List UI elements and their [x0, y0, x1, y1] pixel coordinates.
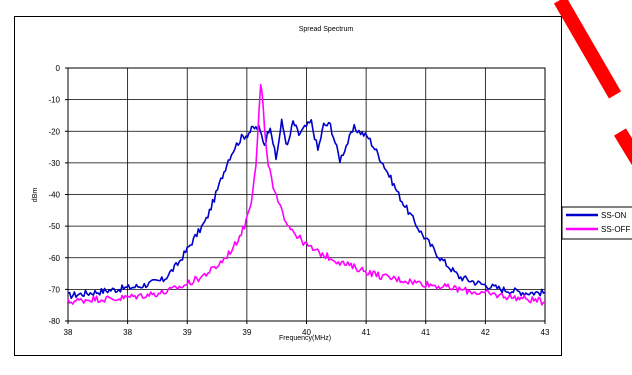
y-tick-label: -40: [48, 191, 60, 200]
x-axis-label: Frequency(MHz): [279, 335, 331, 342]
legend-box: [561, 206, 632, 240]
y-tick-label: -50: [48, 222, 60, 231]
series-line-ss-off: [67, 83, 546, 306]
x-tick-label: 40: [302, 328, 311, 337]
series-layer: [67, 83, 546, 306]
series-line-ss-on: [67, 118, 546, 300]
x-tick-label: 41: [421, 328, 430, 337]
x-tick-label: 39: [242, 328, 251, 337]
x-tick-label: 42: [481, 328, 490, 337]
ticks-layer: 38 38 39 39 40 41 41 42 43 0 -10 -20 -30 -40 -50 -60 -70…: [48, 64, 550, 337]
y-tick-label: 0: [56, 64, 61, 73]
chart-title: Spread Spectrum: [299, 26, 354, 33]
x-tick-label: 41: [362, 328, 371, 337]
legend-label-ss-on: SS-ON: [601, 211, 627, 220]
x-tick-label: 39: [183, 328, 192, 337]
x-tick-label: 43: [541, 328, 550, 337]
y-tick-label: -10: [48, 96, 60, 105]
y-tick-label: -80: [48, 317, 60, 326]
y-tick-label: -20: [48, 127, 60, 136]
x-tick-label: 38: [64, 328, 73, 337]
y-tick-label: -70: [48, 285, 60, 294]
y-tick-label: -60: [48, 254, 60, 263]
legend-label-ss-off: SS-OFF: [601, 225, 630, 234]
x-tick-label: 38: [123, 328, 132, 337]
y-tick-label: -30: [48, 159, 60, 168]
grid-layer: [68, 68, 545, 321]
y-axis-label: dBm: [32, 188, 39, 203]
legend: SS-ON SS-OFF: [561, 206, 632, 240]
